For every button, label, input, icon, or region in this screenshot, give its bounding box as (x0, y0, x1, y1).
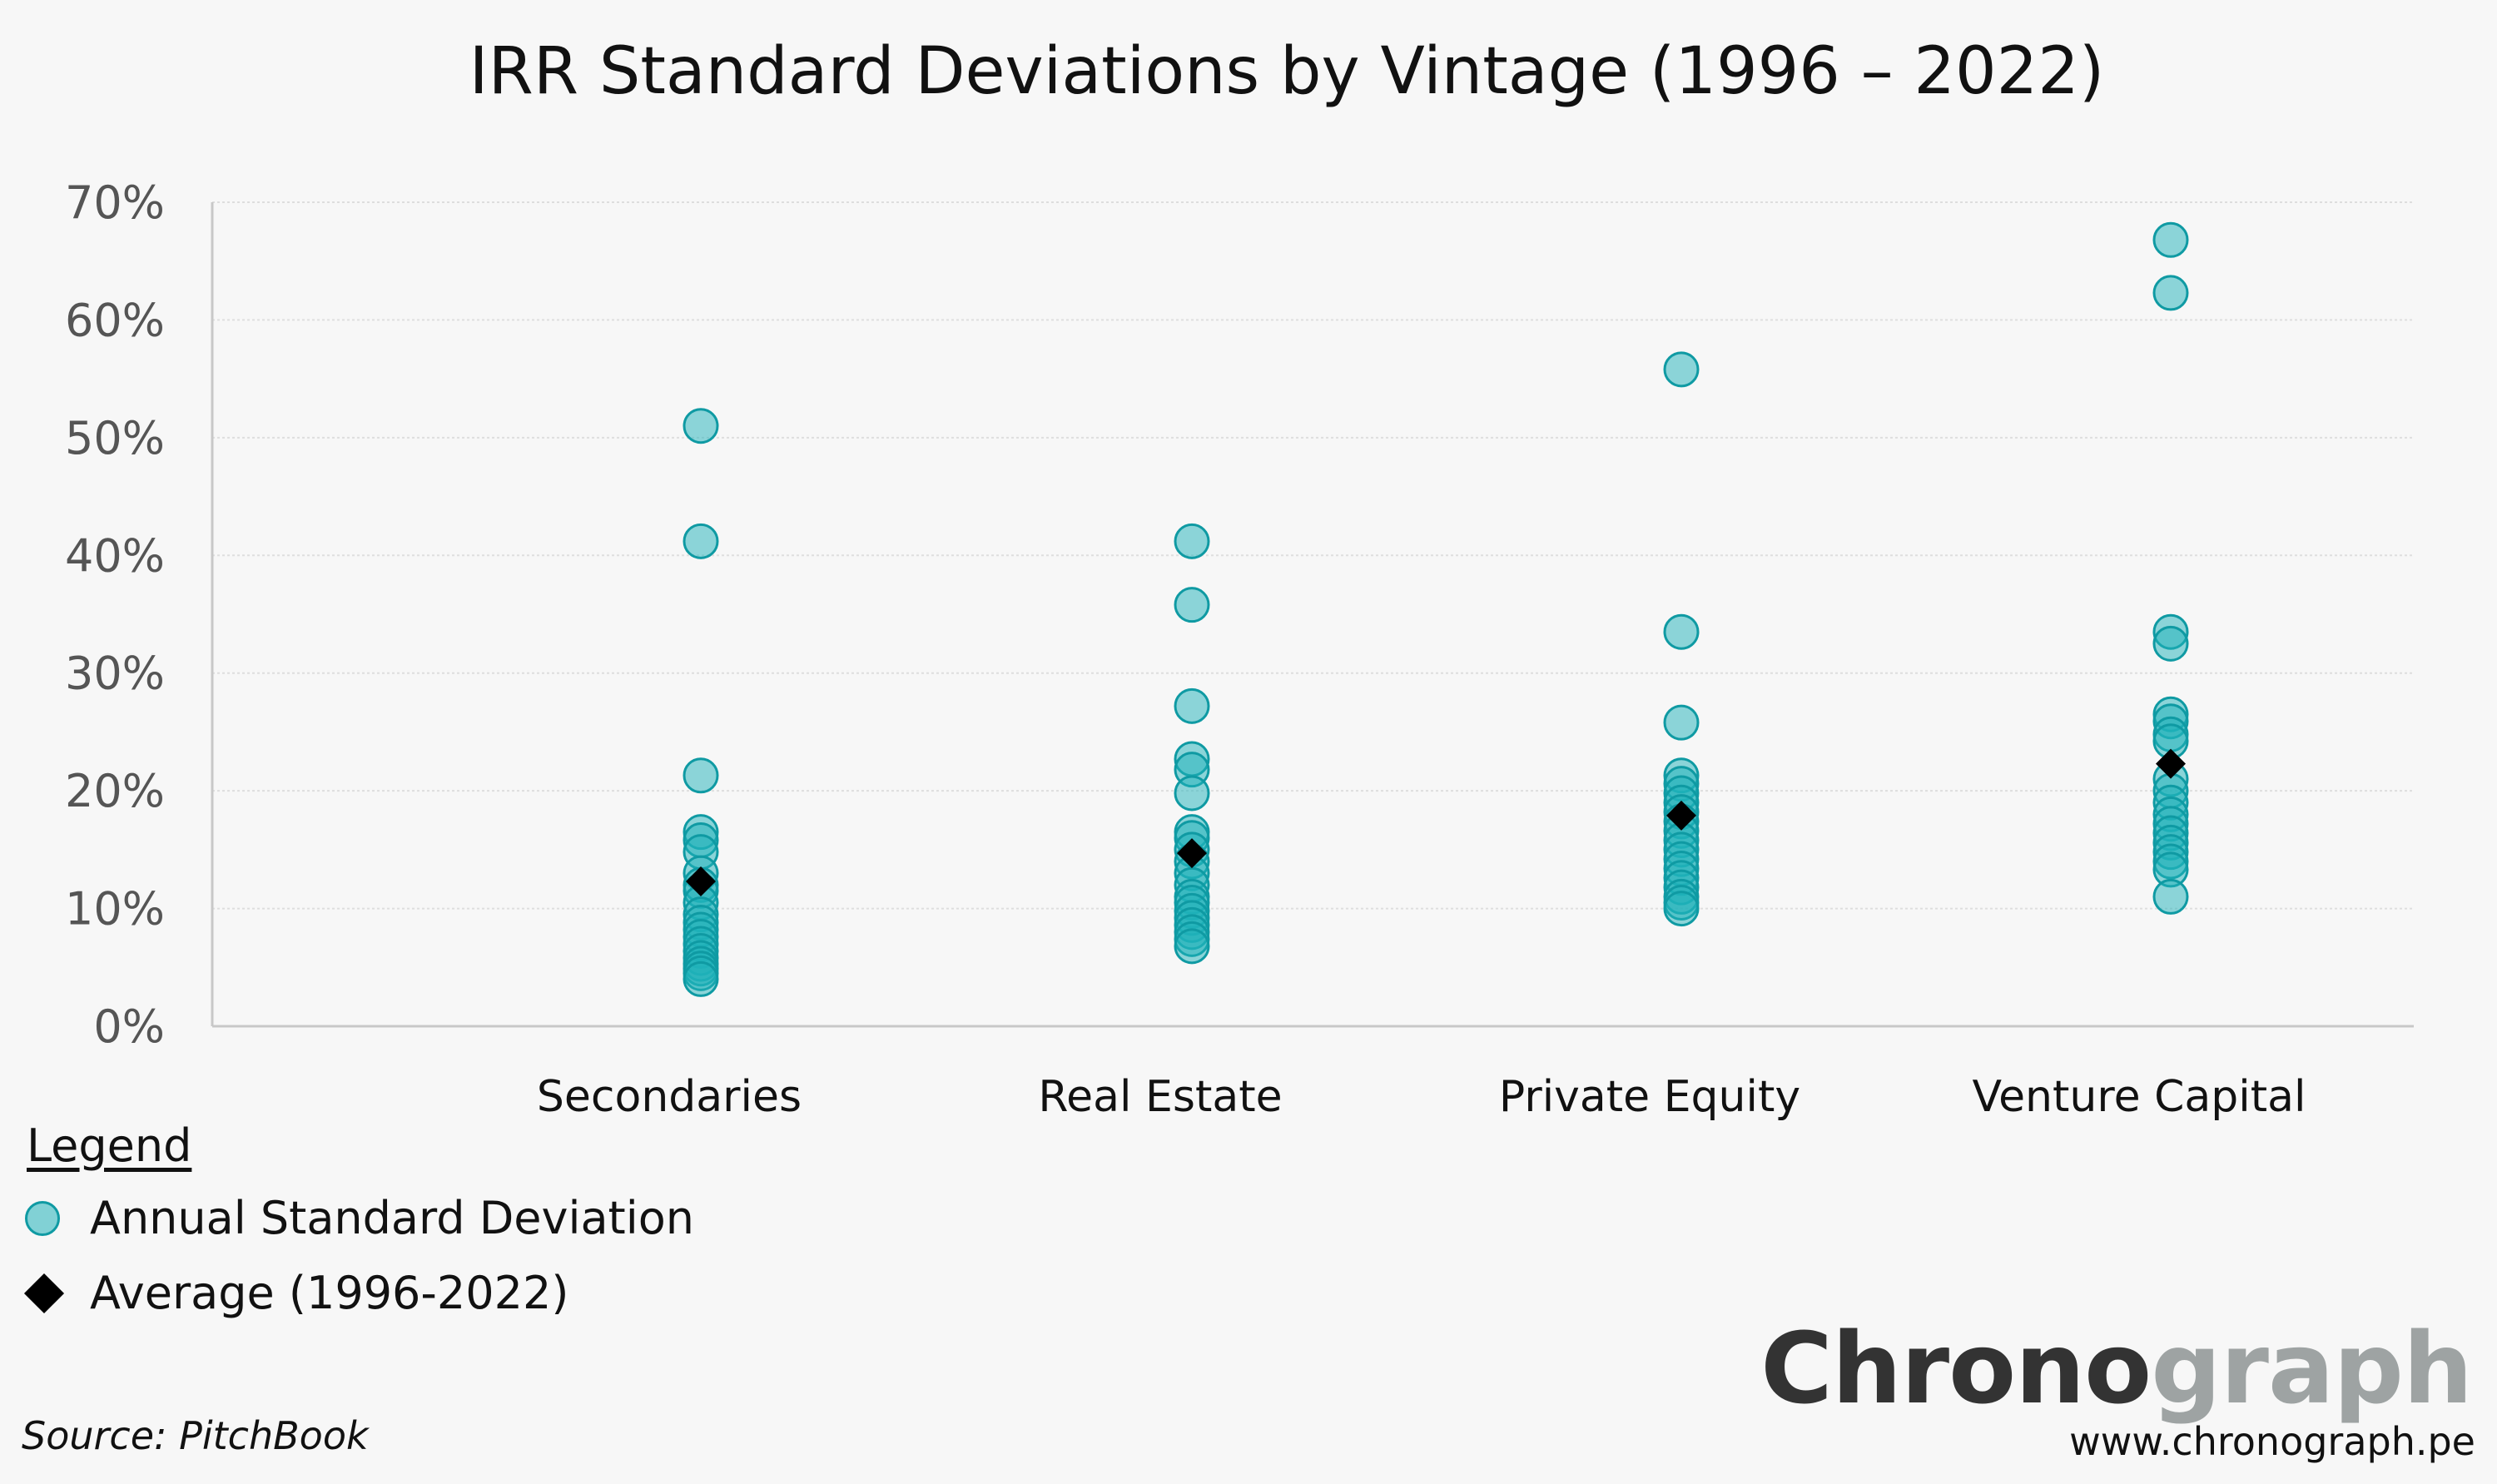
y-tick-label: 50% (65, 412, 165, 464)
y-tick-label: 70% (65, 176, 165, 229)
y-tick-label: 0% (93, 1000, 165, 1053)
std-dev-point (683, 960, 719, 997)
average-point (2156, 748, 2186, 779)
x-axis-ticks: Secondaries Real Estate Private Equity Vent… (537, 1072, 2306, 1122)
x-tick-label: Venture Capital (1973, 1072, 2306, 1122)
std-dev-point (2152, 275, 2189, 311)
std-dev-point (1663, 891, 1700, 927)
legend-item-average: Average (1996-2022) (23, 1267, 569, 1319)
average-point (1177, 838, 1207, 869)
website-url: www.chronograph.pe (2069, 1419, 2475, 1464)
y-tick-label: 60% (65, 294, 165, 346)
std-dev-point (2152, 878, 2189, 915)
average-markers (686, 748, 2186, 897)
brand-logo: Chronograph (1760, 1311, 2473, 1426)
average-point (686, 866, 716, 897)
legend-circle-icon (25, 1200, 60, 1236)
y-tick-label: 20% (65, 765, 165, 817)
average-point (1666, 800, 1696, 831)
x-tick-label: Real Estate (1038, 1072, 1282, 1122)
y-tick-label: 30% (65, 648, 165, 700)
brand-part1: Chrono (1760, 1311, 2152, 1426)
std-dev-point (1174, 775, 1210, 811)
std-dev-point (2152, 221, 2189, 258)
std-dev-point (683, 757, 719, 794)
legend-item-annual-std: Annual Standard Deviation (25, 1192, 694, 1244)
chart-title: IRR Standard Deviations by Vintage (1996… (469, 34, 2105, 109)
std-dev-point (2152, 625, 2189, 662)
std-dev-point (1663, 613, 1700, 650)
y-tick-label: 40% (65, 529, 165, 582)
std-dev-point (1663, 351, 1700, 388)
y-axis-ticks: 0% 10% 20% 30% 40% 50% 60% 70% (65, 176, 165, 1053)
brand-part2: graph (2151, 1311, 2473, 1426)
std-dev-point (1174, 928, 1210, 965)
legend-diamond-icon (23, 1273, 65, 1313)
x-tick-label: Secondaries (537, 1072, 802, 1122)
x-tick-label: Private Equity (1499, 1072, 1800, 1122)
legend-title: Legend (27, 1119, 192, 1172)
std-dev-point (683, 408, 719, 444)
legend-label: Average (1996-2022) (90, 1267, 569, 1319)
data-points (683, 221, 2189, 997)
y-tick-label: 10% (65, 883, 165, 936)
std-dev-point (683, 523, 719, 559)
grid-lines (211, 201, 2414, 1028)
legend-label: Annual Standard Deviation (90, 1192, 694, 1244)
std-dev-point (1174, 587, 1210, 623)
source-note: Source: PitchBook (22, 1413, 369, 1458)
std-dev-point (1174, 523, 1210, 559)
std-dev-point (1663, 704, 1700, 741)
std-dev-point (1174, 687, 1210, 724)
